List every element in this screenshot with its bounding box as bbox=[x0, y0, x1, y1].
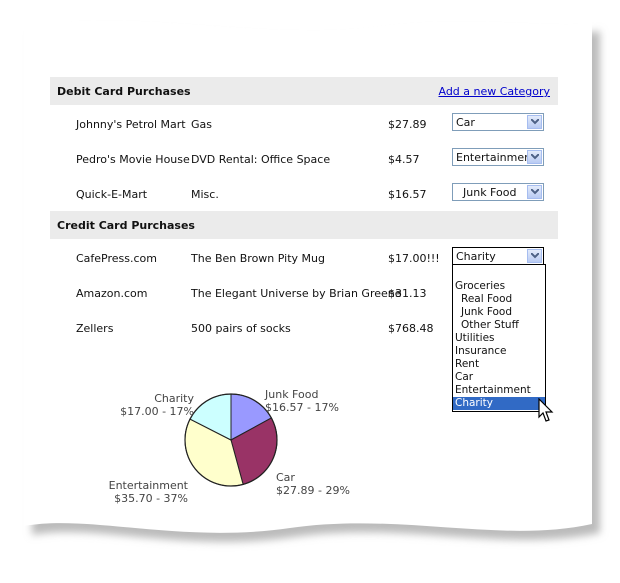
credit-section-header: Credit Card Purchases bbox=[50, 211, 558, 239]
purchase-amount: $4.57 bbox=[388, 153, 420, 166]
chevron-down-icon[interactable] bbox=[527, 115, 542, 129]
dropdown-option[interactable]: Insurance bbox=[455, 345, 507, 357]
mouse-cursor-icon bbox=[538, 398, 554, 422]
purchase-description: DVD Rental: Office Space bbox=[191, 153, 331, 166]
category-select[interactable]: Junk Food bbox=[452, 183, 544, 201]
pie-label-junk-food: Junk Food $16.57 - 17% bbox=[265, 388, 339, 414]
dropdown-option[interactable]: Groceries bbox=[455, 280, 506, 292]
table-row: CafePress.com The Ben Brown Pity Mug $17… bbox=[50, 247, 558, 271]
purchase-amount: $27.89 bbox=[388, 118, 427, 131]
dropdown-option[interactable]: Other Stuff bbox=[461, 319, 519, 331]
table-row: Zellers 500 pairs of socks $768.48 bbox=[50, 317, 558, 341]
pie-label-value: $35.70 - 37% bbox=[114, 492, 188, 505]
purchase-amount: $17.00!!! bbox=[388, 252, 440, 265]
category-select[interactable]: Charity bbox=[452, 247, 544, 265]
pie-label-car: Car $27.89 - 29% bbox=[276, 471, 350, 497]
pie-label-name: Car bbox=[276, 471, 295, 484]
pie-label-value: $27.89 - 29% bbox=[276, 484, 350, 497]
chevron-down-icon[interactable] bbox=[527, 185, 542, 199]
dropdown-option-selected[interactable]: Charity bbox=[453, 397, 545, 410]
purchase-amount: $768.48 bbox=[388, 322, 434, 335]
pie-label-entertainment: Entertainment $35.70 - 37% bbox=[96, 479, 188, 505]
category-select[interactable]: Entertainment bbox=[452, 148, 544, 166]
pie-label-name: Entertainment bbox=[108, 479, 188, 492]
category-dropdown-list[interactable]: Groceries Real Food Junk Food Other Stuf… bbox=[452, 264, 546, 412]
category-select-value: Entertainment bbox=[456, 151, 536, 164]
table-row: Amazon.com The Elegant Universe by Brian… bbox=[50, 282, 558, 306]
purchase-description: Misc. bbox=[191, 188, 219, 201]
category-select[interactable]: Car bbox=[452, 113, 544, 131]
credit-section-title: Credit Card Purchases bbox=[57, 219, 195, 232]
category-select-value: Car bbox=[456, 116, 475, 129]
merchant-name: Pedro's Movie House bbox=[76, 153, 190, 166]
merchant-name: CafePress.com bbox=[76, 252, 158, 265]
merchant-name: Zellers bbox=[76, 322, 114, 335]
merchant-name: Johnny's Petrol Mart bbox=[76, 118, 186, 131]
dropdown-option[interactable]: Real Food bbox=[461, 293, 513, 305]
pie-label-value: $17.00 - 17% bbox=[120, 405, 194, 418]
merchant-name: Quick-E-Mart bbox=[76, 188, 148, 201]
purchase-amount: $16.57 bbox=[388, 188, 427, 201]
purchase-amount: $31.13 bbox=[388, 287, 427, 300]
dropdown-option[interactable]: Car bbox=[455, 371, 474, 383]
purchase-description: The Elegant Universe by Brian Greene bbox=[191, 287, 402, 300]
purchase-description: 500 pairs of socks bbox=[191, 322, 291, 335]
chevron-down-icon[interactable] bbox=[527, 150, 542, 164]
dropdown-option[interactable]: Utilities bbox=[455, 332, 495, 344]
merchant-name: Amazon.com bbox=[76, 287, 148, 300]
dropdown-option[interactable]: Junk Food bbox=[461, 306, 513, 318]
pie-outline bbox=[184, 393, 278, 487]
debit-section-header: Debit Card Purchases Add a new Category bbox=[50, 77, 558, 105]
category-select-value: Junk Food bbox=[463, 186, 517, 199]
category-select-value: Charity bbox=[456, 250, 496, 263]
pie-label-value: $16.57 - 17% bbox=[265, 401, 339, 414]
table-row: Pedro's Movie House DVD Rental: Office S… bbox=[50, 148, 558, 172]
table-row: Quick-E-Mart Misc. $16.57 Junk Food bbox=[50, 183, 558, 207]
debit-section-title: Debit Card Purchases bbox=[57, 85, 191, 98]
purchase-description: The Ben Brown Pity Mug bbox=[191, 252, 325, 265]
dropdown-option[interactable]: Entertainment bbox=[455, 384, 531, 396]
spending-pie-chart: Charity $17.00 - 17% Junk Food $16.57 - … bbox=[0, 370, 420, 520]
chevron-down-icon[interactable] bbox=[527, 249, 542, 263]
table-row: Johnny's Petrol Mart Gas $27.89 Car bbox=[50, 113, 558, 137]
pie-label-name: Charity bbox=[154, 392, 194, 405]
pie-svg bbox=[184, 393, 278, 487]
pie-label-charity: Charity $17.00 - 17% bbox=[100, 392, 194, 418]
add-category-link[interactable]: Add a new Category bbox=[438, 85, 550, 98]
pie-label-name: Junk Food bbox=[265, 388, 319, 401]
purchase-description: Gas bbox=[191, 118, 212, 131]
dropdown-option[interactable]: Rent bbox=[455, 358, 480, 370]
